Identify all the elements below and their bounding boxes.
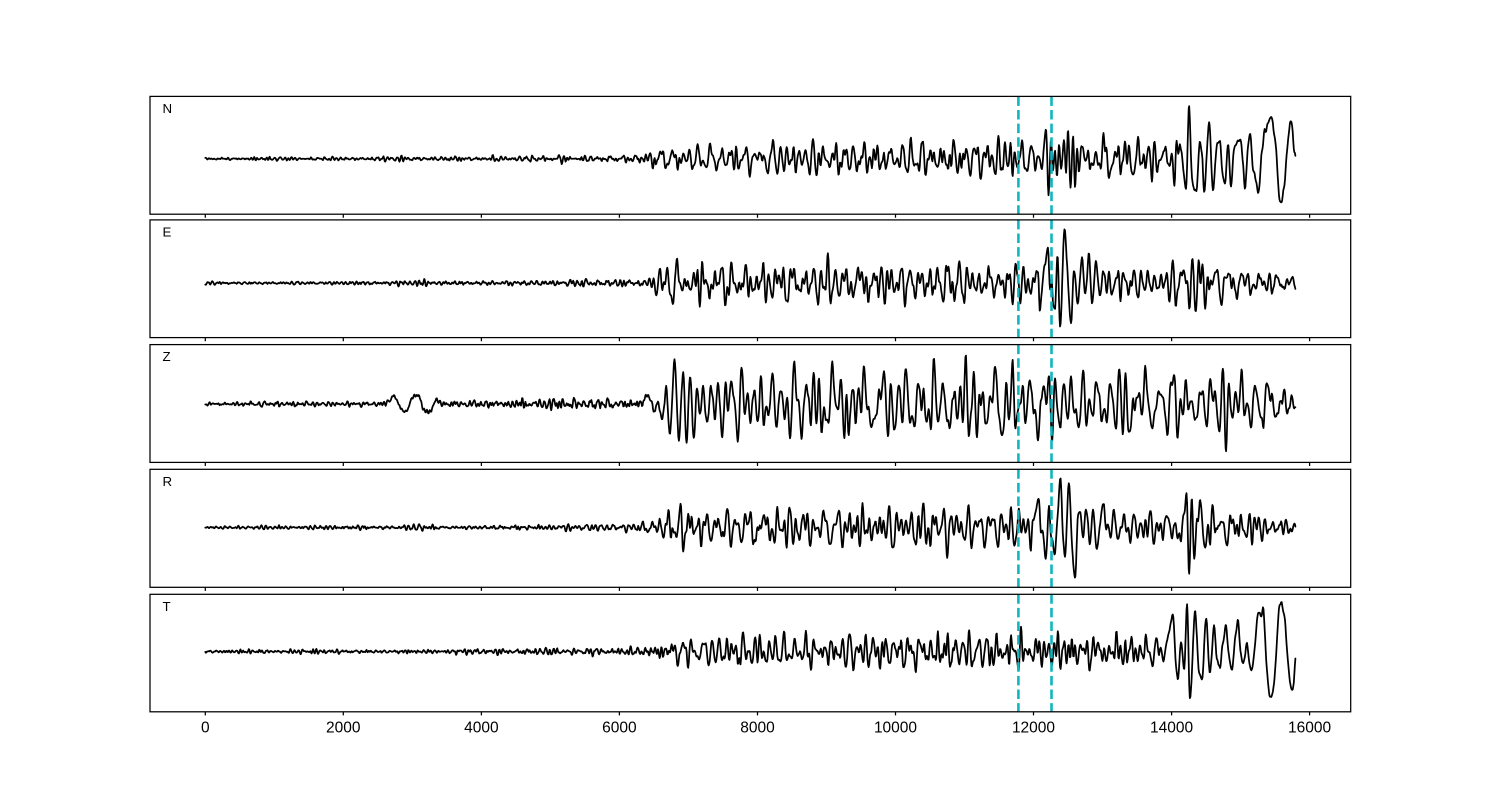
svg-text:16000: 16000 bbox=[1288, 720, 1331, 737]
svg-text:Z: Z bbox=[163, 349, 171, 364]
svg-text:6000: 6000 bbox=[602, 720, 637, 737]
svg-text:2000: 2000 bbox=[326, 720, 361, 737]
svg-text:0: 0 bbox=[201, 720, 210, 737]
svg-text:14000: 14000 bbox=[1150, 720, 1193, 737]
svg-text:E: E bbox=[163, 225, 172, 240]
svg-text:12000: 12000 bbox=[1012, 720, 1055, 737]
svg-text:N: N bbox=[163, 101, 173, 116]
svg-text:R: R bbox=[163, 474, 173, 489]
svg-text:8000: 8000 bbox=[740, 720, 775, 737]
svg-text:10000: 10000 bbox=[874, 720, 917, 737]
svg-text:T: T bbox=[163, 599, 171, 614]
svg-text:4000: 4000 bbox=[464, 720, 499, 737]
